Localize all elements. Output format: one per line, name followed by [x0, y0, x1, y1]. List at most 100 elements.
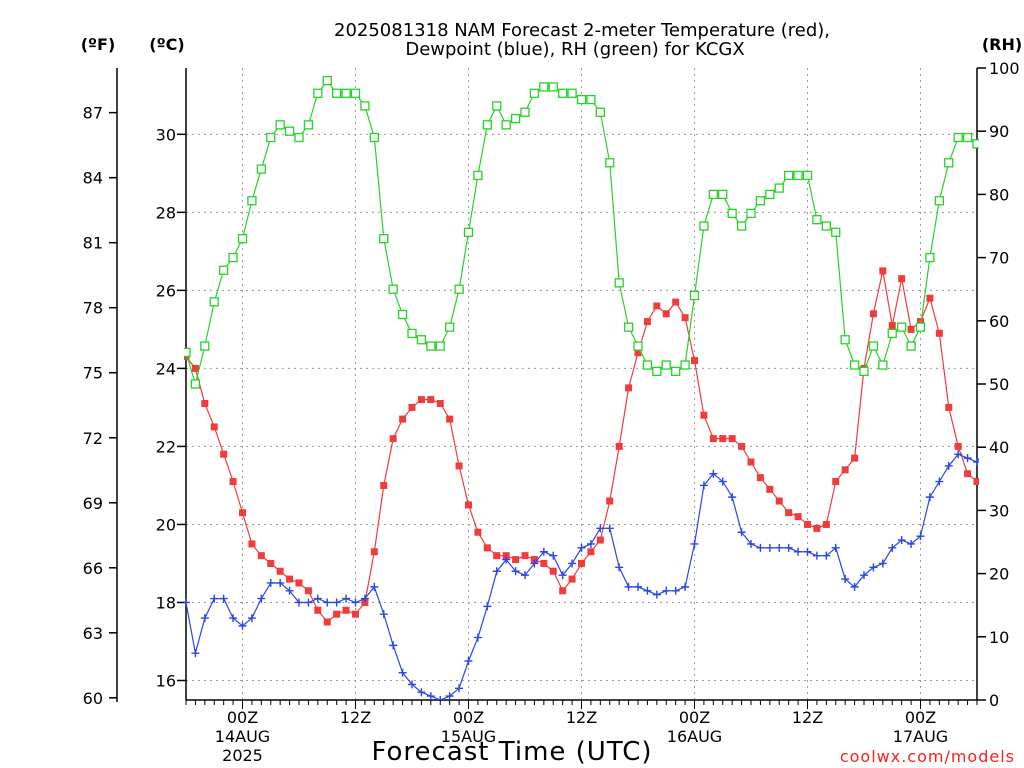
dewpoint-point: [502, 555, 511, 564]
rh-point: [906, 341, 916, 351]
series-layer: [184, 75, 979, 700]
rh-tick-label: 50: [989, 375, 1009, 394]
rh-point: [426, 341, 436, 351]
dewpoint-point: [530, 559, 539, 568]
rh-point: [765, 189, 775, 200]
temperature-point: [380, 481, 388, 489]
fahrenheit-tick-label: 81: [83, 234, 103, 253]
dewpoint-point: [784, 543, 793, 552]
temperature-point: [342, 606, 350, 614]
x-tick-label: 00Z: [905, 708, 936, 727]
dewpoint-point: [295, 598, 303, 607]
dewpoint-point: [737, 528, 746, 537]
rh-point: [595, 107, 605, 117]
temperature-point: [333, 610, 341, 618]
x-tick-date-label: 17AUG: [893, 727, 948, 746]
dewpoint-point: [718, 477, 727, 486]
temperature-point: [559, 587, 567, 595]
temperature-point: [596, 536, 604, 544]
temperature-point: [314, 606, 322, 614]
dewpoint-point: [285, 586, 294, 595]
rh-point: [840, 335, 850, 345]
rh-point: [567, 88, 577, 98]
temperature-point: [634, 349, 642, 357]
temperature-point: [841, 466, 849, 474]
rh-point: [887, 328, 897, 339]
dewpoint-point: [184, 598, 190, 607]
rh-point: [944, 158, 954, 168]
rh-tick-label: 80: [989, 185, 1009, 204]
dewpoint-point: [370, 582, 379, 591]
temperature-point: [954, 442, 962, 450]
rh-point: [680, 360, 690, 370]
temperature-point: [804, 520, 811, 528]
fahrenheit-unit-label: (ºF): [81, 35, 116, 54]
rh-tick-label: 10: [989, 628, 1009, 647]
rh-point: [605, 158, 615, 168]
temperature-point: [917, 318, 924, 326]
rh-point: [736, 221, 747, 231]
temperature-point: [512, 556, 520, 564]
temperature-point: [201, 400, 209, 408]
dewpoint-point: [728, 493, 737, 502]
dewpoint-point: [229, 614, 238, 623]
temperature-point: [615, 442, 623, 450]
rh-point: [510, 113, 521, 124]
rh-point: [633, 341, 643, 351]
rh-unit-label: (RH): [982, 35, 1022, 54]
temperature-point: [662, 310, 670, 318]
rh-point: [341, 88, 351, 98]
dewpoint-point: [794, 547, 803, 556]
dewpoint-point: [690, 539, 699, 548]
dewpoint-point: [332, 598, 341, 607]
rh-point: [200, 341, 210, 351]
rh-point: [266, 132, 276, 143]
rh-point: [576, 94, 587, 105]
rh-point: [614, 278, 624, 288]
dewpoint-point: [624, 582, 633, 591]
rh-point: [275, 120, 285, 130]
rh-point: [473, 170, 483, 181]
celsius-tick-label: 20: [156, 515, 176, 534]
rh-point: [774, 183, 784, 193]
rh-point: [332, 88, 342, 98]
fahrenheit-tick-label: 78: [83, 299, 103, 318]
temperature-point: [606, 497, 614, 505]
dewpoint-point: [888, 543, 897, 552]
dewpoint-point: [822, 551, 831, 560]
rh-point: [915, 322, 926, 332]
rh-point: [237, 233, 248, 244]
dewpoint-point: [935, 477, 944, 486]
temperature-point: [295, 579, 303, 587]
x-axis-label: Forecast Time (UTC): [371, 737, 652, 767]
temperature-point: [888, 321, 896, 329]
dewpoint-point: [200, 614, 209, 623]
temperature-point: [775, 497, 783, 505]
dewpoint-point: [831, 543, 840, 552]
temperature-point: [691, 357, 698, 365]
rh-point: [821, 221, 831, 231]
rh-point: [558, 88, 568, 98]
rh-point: [313, 88, 323, 98]
temperature-point: [493, 552, 501, 560]
chart-title-line-2: Dewpoint (blue), RH (green) for KCGX: [405, 39, 744, 60]
dewpoint-point: [247, 614, 256, 623]
temperature-point: [483, 544, 491, 552]
rh-point: [184, 347, 191, 358]
rh-point: [445, 322, 455, 332]
rh-point: [623, 322, 634, 332]
temperature-point: [832, 478, 840, 486]
temperature-point: [455, 462, 463, 470]
dewpoint-point: [878, 559, 887, 568]
dewpoint-point: [699, 481, 708, 490]
rh-point: [802, 170, 813, 181]
dewpoint-point: [596, 524, 605, 533]
temperature-point: [521, 552, 529, 560]
temperature-point: [465, 501, 472, 509]
x-tick-label: 00Z: [227, 708, 258, 727]
rh-point: [746, 208, 756, 219]
dewpoint-point: [709, 469, 718, 478]
dewpoint-point: [841, 575, 850, 584]
fahrenheit-tick-label: 72: [83, 429, 103, 448]
